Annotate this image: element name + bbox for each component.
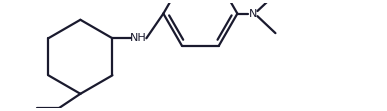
Text: NH: NH [130,33,147,43]
Text: N: N [248,9,257,19]
